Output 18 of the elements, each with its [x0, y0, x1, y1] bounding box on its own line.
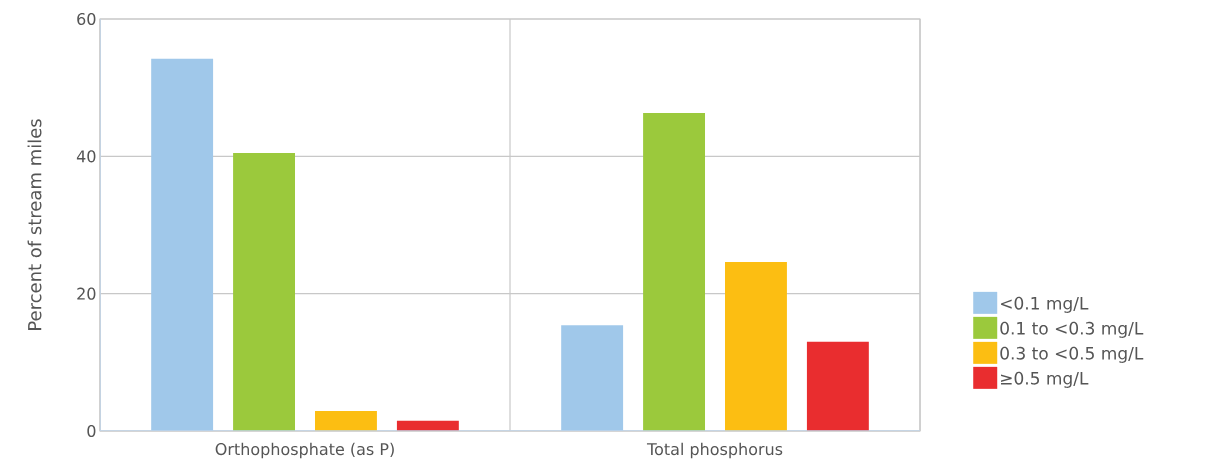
x-tick-label: Total phosphorus: [646, 442, 783, 459]
y-axis-title: Percent of stream miles: [27, 119, 42, 330]
bar: [725, 262, 787, 431]
bar: [315, 411, 377, 431]
legend-label: 0.1 to <0.3 mg/L: [1000, 321, 1144, 338]
y-tick-label: 60: [77, 12, 96, 26]
y-tick-label: 40: [76, 150, 96, 163]
bar: [233, 152, 295, 431]
y-tick-label: 20: [77, 287, 96, 300]
legend-label: ≥0.5 mg/L: [1001, 371, 1089, 388]
bar: [151, 58, 214, 431]
legend-label: 0.3 to <0.5 mg/L: [1000, 346, 1144, 363]
legend-label: <0.1 mg/L: [1001, 296, 1089, 313]
y-tick-label: 0: [87, 424, 96, 438]
bar: [561, 325, 624, 431]
bar: [806, 341, 869, 431]
bar: [643, 113, 706, 431]
x-tick-label: Orthophosphate (as P): [215, 442, 394, 459]
